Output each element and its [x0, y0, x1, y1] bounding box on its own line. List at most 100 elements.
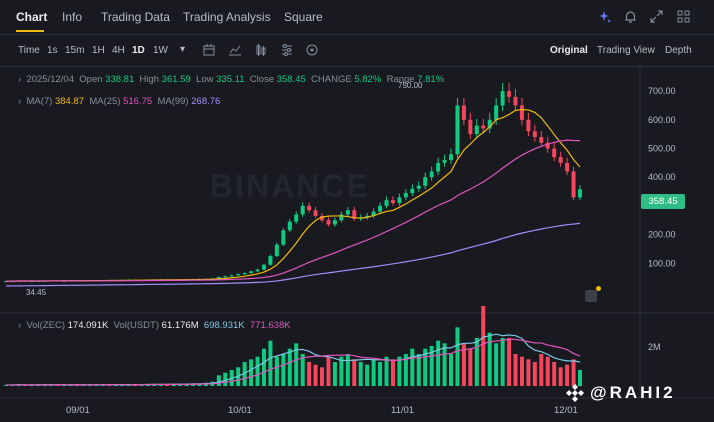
candle-body	[481, 125, 486, 129]
tab-info[interactable]: Info	[62, 10, 83, 24]
volume-bar	[481, 306, 486, 386]
view-original[interactable]: Original	[550, 45, 588, 56]
header-divider	[0, 34, 714, 35]
candle-body	[378, 205, 383, 212]
volume-bar	[326, 356, 331, 386]
volume-bar	[468, 348, 473, 386]
bell-icon[interactable]	[624, 10, 637, 24]
x-tick-label: 10/01	[228, 405, 252, 416]
open-label: Open	[79, 74, 103, 85]
volume-bar	[423, 348, 428, 386]
ma25-value: 516.75	[123, 96, 153, 107]
volume-bar	[552, 362, 557, 386]
y-tick-label: 600.00	[648, 115, 676, 125]
candle-body	[474, 125, 479, 135]
tf-1h[interactable]: 1H	[92, 45, 105, 56]
fx-icon[interactable]	[305, 43, 319, 57]
view-depth[interactable]: Depth	[665, 45, 692, 56]
candle-body	[390, 200, 395, 204]
vol-zec-label: Vol(ZEC)	[26, 320, 65, 331]
candle-body	[519, 105, 524, 120]
candle-body	[507, 91, 512, 97]
low-value: 335.11	[216, 74, 245, 85]
volume-bar	[261, 348, 266, 386]
candle-body	[216, 277, 221, 279]
candle-body	[571, 171, 576, 198]
tf-4h[interactable]: 4H	[112, 45, 125, 56]
volume-bar	[526, 359, 531, 386]
volume-bar	[558, 367, 563, 386]
tf-1d[interactable]: 1D	[132, 45, 145, 56]
candle-body	[339, 214, 344, 221]
ma25-label: MA(25)	[89, 96, 121, 107]
candle-body	[274, 244, 279, 257]
y-tick-label: 400.00	[648, 172, 676, 182]
tf-1s[interactable]: 1s	[47, 45, 58, 56]
volume-bar	[307, 362, 312, 386]
candle-body	[345, 210, 350, 215]
volume-bar	[545, 356, 550, 386]
volume-bar	[339, 356, 344, 386]
x-tick-label: 12/01	[554, 405, 578, 416]
top-tabs: Chart Info Trading Data Trading Analysis…	[0, 0, 714, 34]
volume-bar	[390, 359, 395, 386]
candle-body	[300, 205, 305, 215]
settings-icon[interactable]	[280, 43, 294, 57]
volume-bar	[62, 384, 67, 386]
low-marker-label: 34.45	[26, 288, 47, 297]
volume-bar	[68, 384, 73, 386]
volume-bar	[49, 384, 54, 386]
volume-bar	[571, 359, 576, 386]
candle-body	[461, 105, 466, 120]
candle-body	[242, 273, 247, 275]
candle-body	[332, 220, 337, 225]
candle-type-icon[interactable]	[202, 43, 216, 57]
volume-bar	[416, 354, 421, 386]
candle-body	[281, 230, 286, 245]
candle-body	[416, 185, 421, 189]
candle-body	[513, 96, 518, 106]
vol-zec-value: 174.091K	[67, 320, 109, 331]
tab-chart[interactable]: Chart	[16, 10, 48, 24]
ma25-line	[6, 139, 581, 282]
x-tick-label: 11/01	[391, 405, 414, 416]
candle-body	[352, 210, 357, 219]
sparkle-icon[interactable]	[598, 10, 612, 24]
compare-icon[interactable]	[254, 43, 268, 57]
candle-body	[261, 264, 266, 270]
volume-bar	[107, 384, 112, 386]
tab-trading-data[interactable]: Trading Data	[101, 10, 170, 24]
tab-trading-analysis[interactable]: Trading Analysis	[183, 10, 271, 24]
vol-ma14-line	[6, 338, 581, 386]
ma-collapse-chevron-icon[interactable]: ›	[18, 96, 24, 107]
expand-icon[interactable]	[650, 10, 663, 23]
volume-bar	[300, 354, 305, 386]
volume-bar	[449, 354, 454, 386]
volume-bar	[313, 364, 318, 386]
replay-icon[interactable]	[585, 290, 597, 302]
grid-icon[interactable]	[677, 10, 690, 23]
volume-bar	[378, 362, 383, 386]
candle-body	[294, 214, 299, 222]
tab-square[interactable]: Square	[284, 10, 323, 24]
volume-bar	[23, 384, 28, 386]
view-trading-view[interactable]: Trading View	[597, 45, 655, 56]
indicator-icon[interactable]	[228, 43, 242, 57]
candlestick-chart[interactable]: 100.00200.00300.00400.00500.00600.00700.…	[0, 66, 714, 422]
collapse-chevron-icon[interactable]: ›	[18, 74, 24, 85]
chevron-down-icon[interactable]: ▾	[180, 44, 186, 55]
close-label: Close	[249, 74, 275, 85]
candle-body	[494, 105, 499, 120]
volume-bar	[403, 354, 408, 386]
volume-bar	[519, 356, 524, 386]
tf-15m[interactable]: 15m	[65, 45, 85, 56]
ma99-line	[5, 222, 581, 287]
tf-time[interactable]: Time	[18, 45, 40, 56]
volume-bar	[287, 348, 292, 386]
y-tick-label: 700.00	[648, 86, 676, 96]
candle-body	[255, 269, 260, 272]
tf-1w[interactable]: 1W	[153, 45, 168, 56]
candle-body	[229, 275, 234, 277]
vol-chevron-icon[interactable]: ›	[18, 320, 24, 331]
candle-body	[423, 177, 428, 186]
